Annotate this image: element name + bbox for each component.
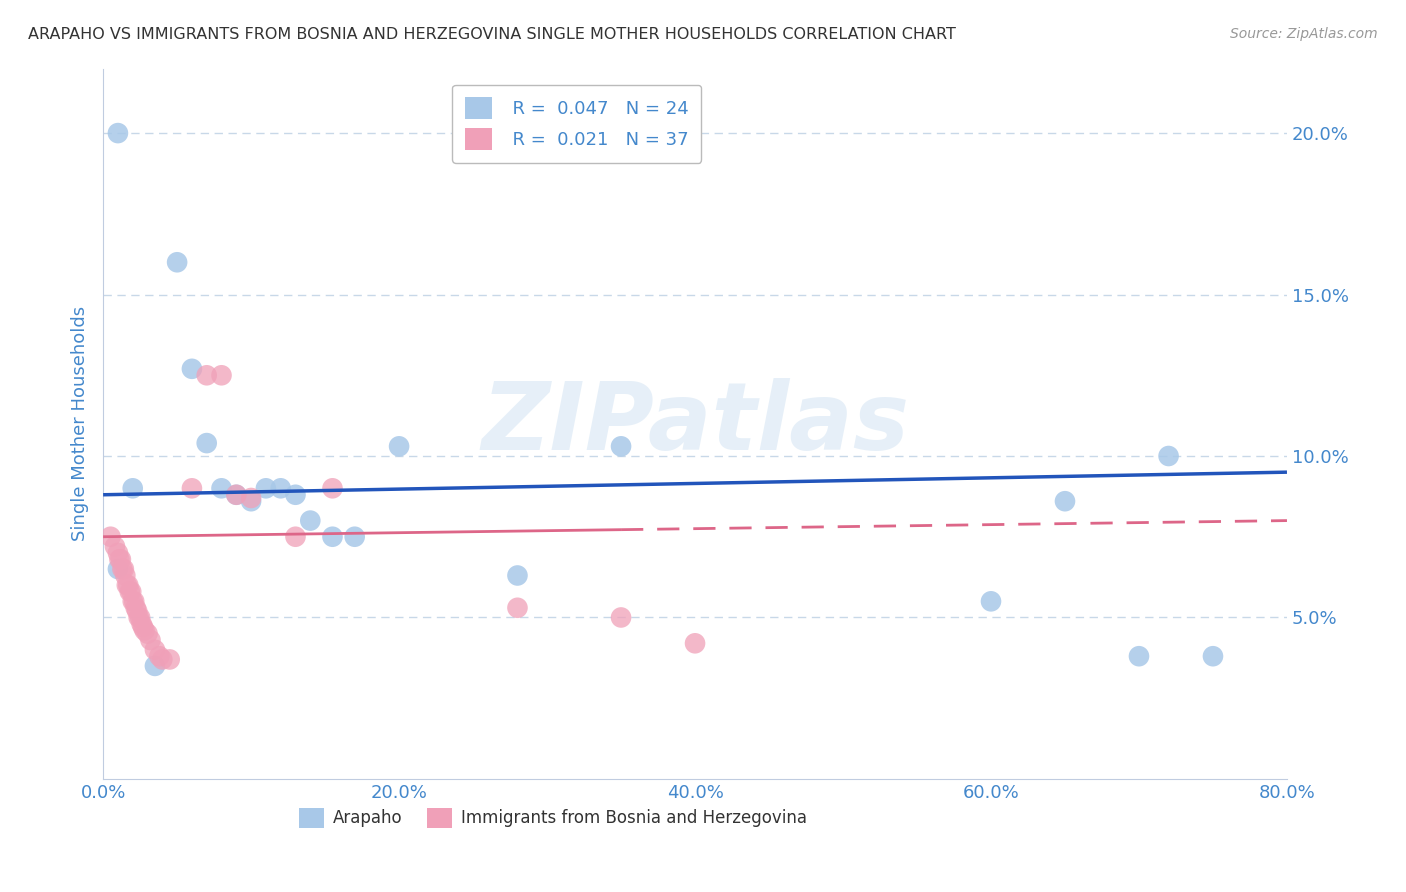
Point	[506, 600, 529, 615]
Point	[980, 594, 1002, 608]
Point	[131, 616, 153, 631]
Point	[321, 530, 343, 544]
Point	[610, 439, 633, 453]
Point	[225, 488, 247, 502]
Point	[284, 488, 307, 502]
Point	[150, 652, 173, 666]
Point	[343, 530, 366, 544]
Point	[1202, 649, 1225, 664]
Point	[112, 562, 135, 576]
Point	[128, 610, 150, 624]
Point	[108, 552, 131, 566]
Point	[114, 568, 136, 582]
Point	[683, 636, 706, 650]
Point	[111, 562, 134, 576]
Point	[115, 578, 138, 592]
Point	[125, 600, 148, 615]
Point	[240, 491, 263, 505]
Point	[180, 361, 202, 376]
Point	[107, 562, 129, 576]
Point	[118, 584, 141, 599]
Point	[321, 481, 343, 495]
Point	[121, 481, 143, 495]
Point	[299, 514, 322, 528]
Point	[166, 255, 188, 269]
Point	[143, 659, 166, 673]
Point	[127, 604, 149, 618]
Point	[1128, 649, 1150, 664]
Text: Source: ZipAtlas.com: Source: ZipAtlas.com	[1230, 27, 1378, 41]
Point	[388, 439, 411, 453]
Point	[134, 624, 156, 638]
Point	[143, 642, 166, 657]
Point	[110, 552, 132, 566]
Legend: Arapaho, Immigrants from Bosnia and Herzegovina: Arapaho, Immigrants from Bosnia and Herz…	[292, 801, 813, 835]
Point	[122, 594, 145, 608]
Point	[148, 649, 170, 664]
Point	[1157, 449, 1180, 463]
Point	[195, 436, 218, 450]
Text: ARAPAHO VS IMMIGRANTS FROM BOSNIA AND HERZEGOVINA SINGLE MOTHER HOUSEHOLDS CORRE: ARAPAHO VS IMMIGRANTS FROM BOSNIA AND HE…	[28, 27, 956, 42]
Point	[211, 481, 233, 495]
Point	[225, 488, 247, 502]
Point	[1053, 494, 1076, 508]
Point	[211, 368, 233, 383]
Point	[240, 494, 263, 508]
Point	[107, 126, 129, 140]
Point	[104, 540, 127, 554]
Point	[117, 578, 139, 592]
Y-axis label: Single Mother Households: Single Mother Households	[72, 306, 89, 541]
Point	[120, 584, 142, 599]
Point	[100, 530, 122, 544]
Point	[121, 594, 143, 608]
Point	[506, 568, 529, 582]
Point	[139, 633, 162, 648]
Point	[136, 626, 159, 640]
Point	[180, 481, 202, 495]
Point	[254, 481, 277, 495]
Point	[195, 368, 218, 383]
Point	[129, 610, 152, 624]
Point	[107, 546, 129, 560]
Point	[270, 481, 292, 495]
Text: ZIPatlas: ZIPatlas	[481, 377, 910, 470]
Point	[610, 610, 633, 624]
Point	[132, 620, 155, 634]
Point	[159, 652, 181, 666]
Point	[284, 530, 307, 544]
